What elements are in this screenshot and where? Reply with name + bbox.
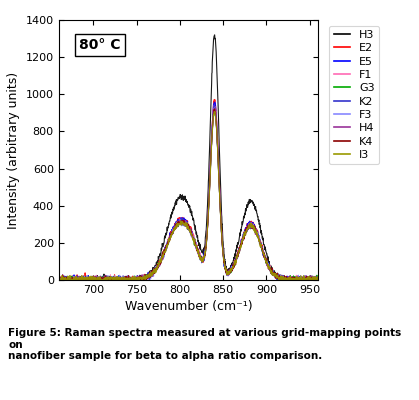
X-axis label: Wavenumber (cm⁻¹): Wavenumber (cm⁻¹) xyxy=(125,300,252,314)
Text: Figure 5: Raman spectra measured at various grid-mapping points on
nanofiber sam: Figure 5: Raman spectra measured at vari… xyxy=(8,328,402,361)
Y-axis label: Intensity (arbitrary units): Intensity (arbitrary units) xyxy=(7,72,20,228)
Text: 80° C: 80° C xyxy=(80,38,121,52)
Legend: H3, E2, E5, F1, G3, K2, F3, H4, K4, I3: H3, E2, E5, F1, G3, K2, F3, H4, K4, I3 xyxy=(329,26,379,164)
